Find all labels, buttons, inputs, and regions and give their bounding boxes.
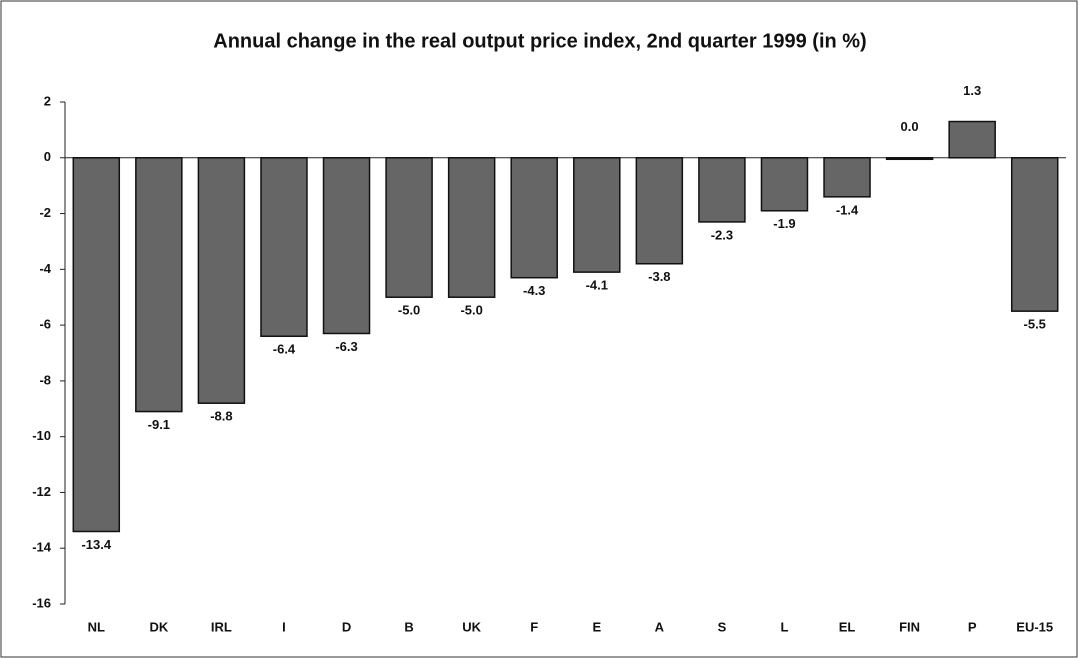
bar [573,157,621,273]
x-tick-label: NL [88,619,105,634]
y-tick-label: 2 [44,93,51,108]
bar [510,157,558,279]
bar [447,157,496,298]
value-label: -9.1 [148,417,170,432]
x-tick-label: D [342,619,351,634]
y-tick-label: -16 [32,595,51,610]
y-tick-label: -10 [32,428,51,443]
bar [760,157,809,212]
x-tick-label: E [592,619,601,634]
bar [260,157,308,338]
value-label: -3.8 [648,269,670,284]
value-label: -6.3 [335,339,357,354]
x-tick-label: IRL [211,619,232,634]
x-tick-label: A [655,619,665,634]
x-tick-label: L [780,619,788,634]
y-tick-label: -12 [32,484,51,499]
value-label: -1.9 [773,216,795,231]
value-label: -2.3 [711,227,733,242]
x-tick-label: EL [839,619,856,634]
value-label: -5.0 [460,303,482,318]
bar [698,157,746,223]
x-tick-label: B [404,619,413,634]
x-tick-label: I [282,619,286,634]
y-tick-label: 0 [44,149,51,164]
value-label: 0.0 [901,119,919,134]
bar [635,157,684,265]
y-tick-label: -8 [39,372,51,387]
bar [72,157,121,533]
value-label: -5.5 [1024,317,1046,332]
bar [823,157,871,198]
x-tick-label: FIN [899,619,920,634]
y-tick-label: -14 [32,540,52,555]
x-tick-label: F [530,619,538,634]
y-tick-label: -6 [39,317,51,332]
bar [197,157,246,404]
value-label: -4.3 [523,283,545,298]
bar [135,157,183,413]
bar [885,157,934,161]
x-tick-label: UK [462,619,481,634]
bar [1010,157,1059,312]
bar [948,120,996,159]
y-tick-label: -4 [39,261,51,276]
value-label: -4.1 [586,278,608,293]
value-label: -5.0 [398,303,420,318]
value-label: -6.4 [273,342,296,357]
chart-title: Annual change in the real output price i… [213,30,866,52]
x-tick-label: EU-15 [1016,619,1053,634]
bar [322,157,371,335]
x-tick-label: DK [149,619,168,634]
value-label: -8.8 [210,409,232,424]
value-label: 1.3 [963,83,981,98]
x-tick-label: P [968,619,977,634]
y-tick-label: -2 [39,205,51,220]
value-label: -13.4 [81,537,111,552]
value-label: -1.4 [836,202,859,217]
x-tick-label: S [718,619,727,634]
bar [385,157,433,298]
